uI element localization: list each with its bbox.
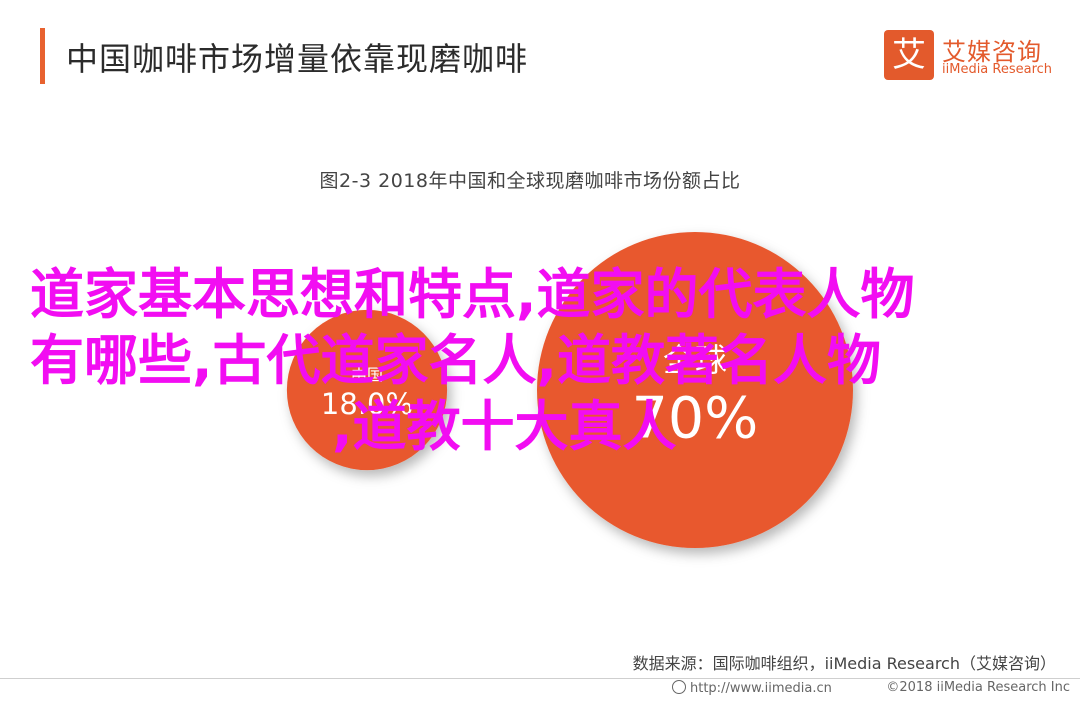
overlay-line-2: 有哪些,古代道家名人,道教著名人物 — [30, 329, 882, 392]
bubble-value-2: 70% — [632, 385, 759, 451]
footer-url-text[interactable]: http://www.iimedia.cn — [690, 681, 832, 696]
overlay-line-1: 道家基本思想和特点,道家的代表人物 — [30, 263, 915, 326]
chart-title: 图2-3 2018年中国和全球现磨咖啡市场份额占比 — [319, 170, 741, 192]
globe-icon — [672, 680, 686, 694]
header-accent-bar — [40, 28, 45, 84]
logo-mark: 艾 — [884, 30, 934, 80]
bubble-2 — [537, 232, 853, 548]
logo-name-cn: 艾媒咨询 — [942, 38, 1042, 66]
bubble-1 — [286, 309, 448, 471]
overlay-line-3: ,道教十大真人 — [332, 395, 677, 458]
bubble-value-1: 18.0% — [321, 387, 413, 421]
footer-url[interactable]: http://www.iimedia.cn — [672, 680, 832, 696]
overlay-caption: 道家基本思想和特点,道家的代表人物 有哪些,古代道家名人,道教著名人物 ,道教十… — [30, 262, 1060, 460]
bubble-label-2: 全球 — [663, 341, 727, 379]
footer-copyright: ©2018 iiMedia Research Inc — [886, 680, 1070, 695]
logo-name-en: iiMedia Research — [942, 62, 1053, 77]
page-title: 中国咖啡市场增量依靠现磨咖啡 — [66, 40, 529, 78]
data-source: 数据来源：国际咖啡组织，iiMedia Research（艾媒咨询） — [632, 654, 1056, 673]
bubble-label-1: 中国 — [351, 365, 383, 384]
footer-divider — [0, 678, 1080, 679]
iimedia-logo: 艾 艾媒咨询 iiMedia Research — [884, 30, 1064, 84]
